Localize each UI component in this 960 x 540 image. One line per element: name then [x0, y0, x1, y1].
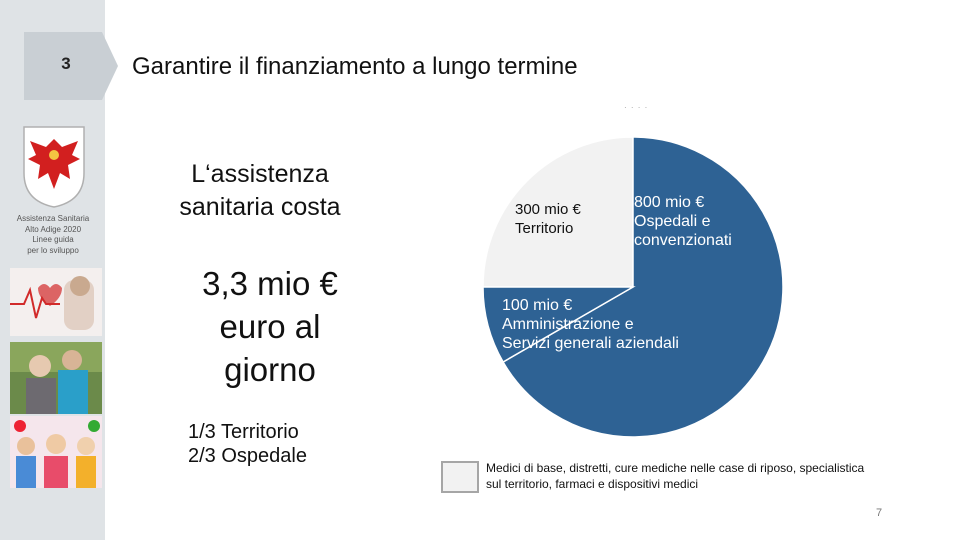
pie-slice-territorio: [482, 136, 634, 288]
slice-label-territorio: 300 mio € Territorio: [515, 200, 581, 238]
slice-label-ospedali: 800 mio € Ospedali e convenzionati: [634, 193, 732, 250]
slice-label-line: 300 mio €: [515, 201, 581, 218]
amount-line: euro al: [219, 308, 321, 345]
split-line: 1/3 Territorio: [188, 421, 299, 443]
slice-label-line: convenzionati: [634, 232, 732, 249]
children-photo: [10, 416, 102, 488]
split-line: 2/3 Ospedale: [188, 445, 307, 467]
slice-label-line: Servizi generali aziendali: [502, 335, 679, 352]
slice-label-line: 800 mio €: [634, 194, 705, 211]
org-line: Linee guida: [32, 235, 74, 244]
badge-chevron-shape: [24, 32, 118, 100]
heartbeat-photo: [10, 268, 102, 336]
org-line: Assistenza Sanitaria: [16, 214, 90, 223]
slide-number-badge: 3: [24, 32, 118, 100]
amount-line: giorno: [224, 351, 316, 388]
tiny-note: · · · ·: [624, 103, 649, 112]
slice-label-line: Ospedali e: [634, 213, 711, 230]
subtitle-line: L‘assistenza: [191, 160, 329, 188]
org-line: per lo sviluppo: [27, 245, 79, 255]
slice-label-amministrazione: 100 mio € Amministrazione e Servizi gene…: [502, 296, 679, 353]
legend-swatch: [441, 461, 479, 493]
organization-text: Assistenza Sanitaria Alto Adige 2020 Lin…: [4, 214, 102, 256]
slice-label-line: Amministrazione e: [502, 316, 634, 333]
caregiver-photo: [10, 342, 102, 414]
page-number: 7: [876, 507, 883, 519]
legend-text: Medici di base, distretti, cure mediche …: [486, 461, 865, 491]
pie-slice-ospedali: [502, 136, 784, 438]
slide-number: 3: [61, 54, 71, 73]
slide-title: Garantire il finanziamento a lungo termi…: [132, 53, 578, 80]
coat-of-arms-logo: [23, 126, 85, 208]
subtitle: L‘assistenza sanitaria costa: [150, 158, 370, 224]
amount-line: 3,3 mio €: [202, 265, 338, 302]
slice-label-line: 100 mio €: [502, 297, 573, 314]
daily-cost-amount: 3,3 mio € euro al giorno: [175, 262, 365, 391]
org-line: Alto Adige 2020: [24, 224, 82, 234]
cost-split: 1/3 Territorio 2/3 Ospedale: [188, 420, 307, 468]
sidebar: 3 Assistenza Sanitaria Alto Adige 2020 L…: [0, 0, 118, 540]
pie-slice-amministrazione: [482, 286, 636, 364]
subtitle-line: sanitaria costa: [179, 193, 341, 221]
slice-label-line: Territorio: [515, 220, 574, 237]
